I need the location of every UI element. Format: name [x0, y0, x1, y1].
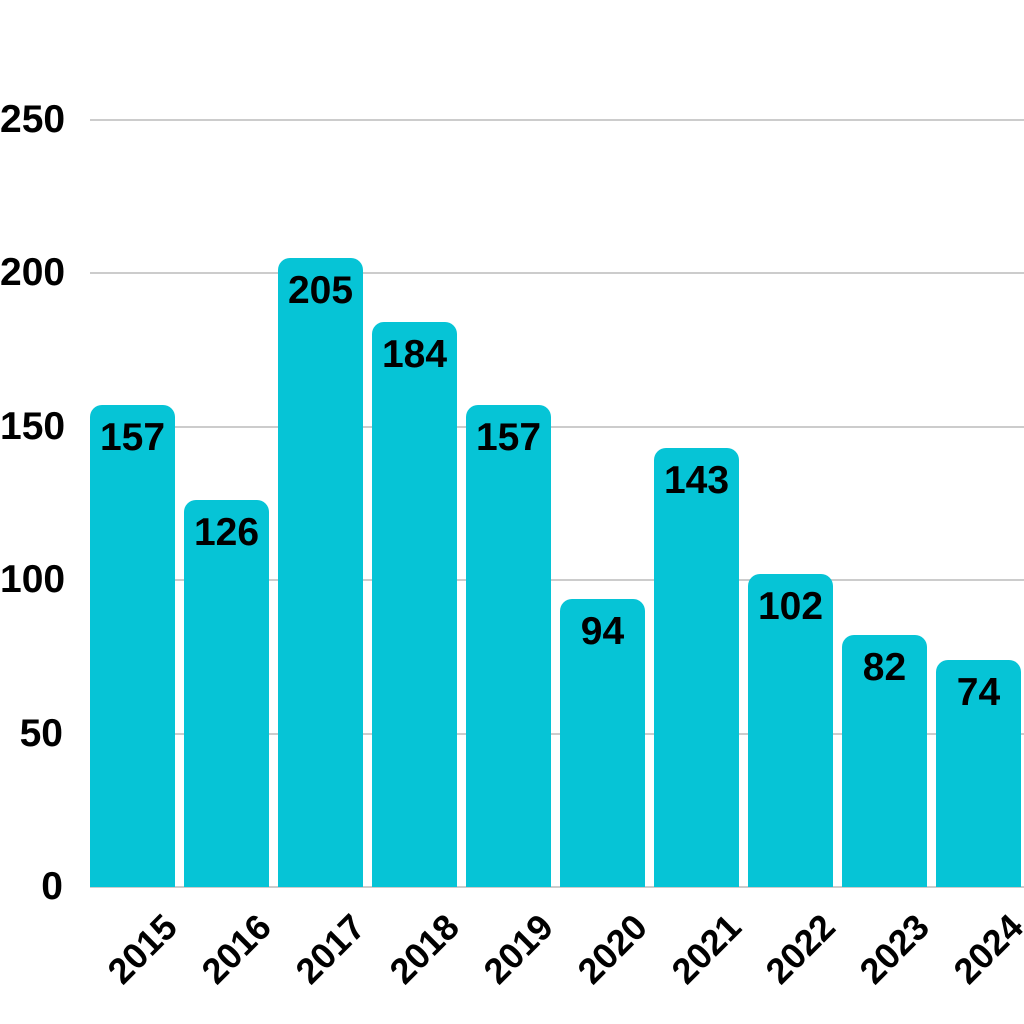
bar-value-label-2023: 82 [862, 646, 907, 690]
y-tick-label-150: 150 [0, 404, 66, 448]
gridline-100 [90, 579, 1024, 582]
bar-value-label-2020: 94 [580, 609, 625, 653]
bar-2015: 157 [90, 405, 175, 887]
bar-value-label-2015: 157 [99, 416, 166, 460]
y-tick-label-250: 250 [0, 98, 66, 141]
y-tick-label-100: 100 [0, 558, 66, 602]
bar-value-label-2019: 157 [475, 416, 542, 460]
bar-value-label-2017: 205 [287, 269, 354, 313]
bar-2021: 143 [654, 448, 739, 887]
bar-value-label-2016: 126 [193, 511, 260, 555]
gridline-150 [90, 425, 1024, 428]
gridline-250 [90, 119, 1024, 121]
bar-2019: 157 [466, 405, 551, 887]
bar-value-label-2022: 102 [757, 585, 824, 629]
bar-value-label-2024: 74 [956, 670, 1001, 714]
y-tick-label-0: 0 [41, 865, 63, 908]
bar-2024: 74 [936, 659, 1021, 887]
bar-2023: 82 [842, 635, 927, 887]
bar-value-label-2021: 143 [663, 459, 730, 503]
y-tick-label-50: 50 [19, 711, 63, 755]
bar-2016: 126 [184, 500, 269, 887]
gridline-0 [90, 886, 1024, 888]
bar-2020: 94 [560, 598, 645, 887]
gridline-50 [90, 732, 1024, 735]
bar-2017: 205 [278, 258, 363, 887]
bar-2022: 102 [748, 574, 833, 887]
bar-value-label-2018: 184 [381, 333, 448, 377]
y-tick-label-200: 200 [0, 251, 66, 295]
bar-2018: 184 [372, 322, 457, 887]
gridline-200 [90, 272, 1024, 275]
